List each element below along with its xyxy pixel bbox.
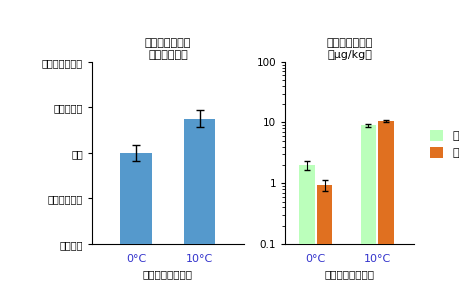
Bar: [378, 121, 393, 294]
Bar: [316, 185, 332, 294]
Bar: [183, 119, 215, 290]
Title: マスカット香の
官能評価結果: マスカット香の 官能評価結果: [145, 38, 190, 60]
Bar: [120, 153, 152, 290]
Title: リナロール含量
（µg/kg）: リナロール含量 （µg/kg）: [326, 38, 372, 60]
Bar: [360, 125, 375, 294]
Bar: [299, 165, 314, 294]
Legend: 果皮, 果肉: 果皮, 果肉: [429, 130, 459, 158]
X-axis label: 貯蔵後の保持温度: 貯蔵後の保持温度: [324, 269, 374, 279]
X-axis label: 貯蔵後の保持温度: 貯蔵後の保持温度: [143, 269, 192, 279]
